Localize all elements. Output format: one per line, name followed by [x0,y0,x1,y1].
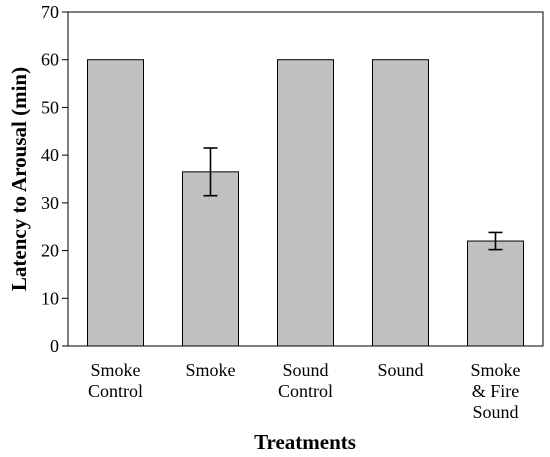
x-tick-label-line: Smoke [185,360,235,380]
error-bar-5 [488,231,503,251]
y-tick-label: 0 [50,336,59,356]
y-tick-label: 60 [41,50,59,70]
x-tick-label-line: Sound [282,360,328,380]
x-tick-label-3: Sound Control [278,360,333,401]
x-tick-label-1: Smoke Control [88,360,143,401]
x-tick-label-line: Smoke [470,360,520,380]
y-tick-label: 70 [41,2,59,22]
x-axis-title: Treatments [254,430,356,454]
bar-2 [182,171,239,347]
x-tick-label-2: Smoke [185,360,235,380]
y-ticks-group: 0 10 20 30 40 50 60 70 [41,2,68,356]
y-axis-title: Latency to Arousal (min) [7,67,31,291]
axes-group [67,11,544,347]
y-tick-label: 30 [41,193,59,213]
error-bar-2 [203,147,218,197]
y-tick-label: 50 [41,97,59,117]
y-tick-label: 10 [41,288,59,308]
y-tick-label: 40 [41,145,59,165]
bar-4 [372,59,429,347]
x-tick-label-line: Sound [377,360,423,380]
bars-group [87,59,524,347]
x-tick-label-line: Control [88,381,143,401]
error-bars-group [203,147,503,251]
x-tick-label-line: Smoke [90,360,140,380]
plot-frame [67,11,544,347]
x-tick-label-4: Sound [377,360,423,380]
x-tick-label-line: & Fire [472,381,520,401]
x-tick-label-line: Sound [472,402,518,422]
bar-1 [87,59,144,347]
bar-5 [467,240,524,347]
bar-3 [277,59,334,347]
x-tick-label-5: Smoke & Fire Sound [470,360,520,422]
x-tick-label-line: Control [278,381,333,401]
y-tick-label: 20 [41,241,59,261]
